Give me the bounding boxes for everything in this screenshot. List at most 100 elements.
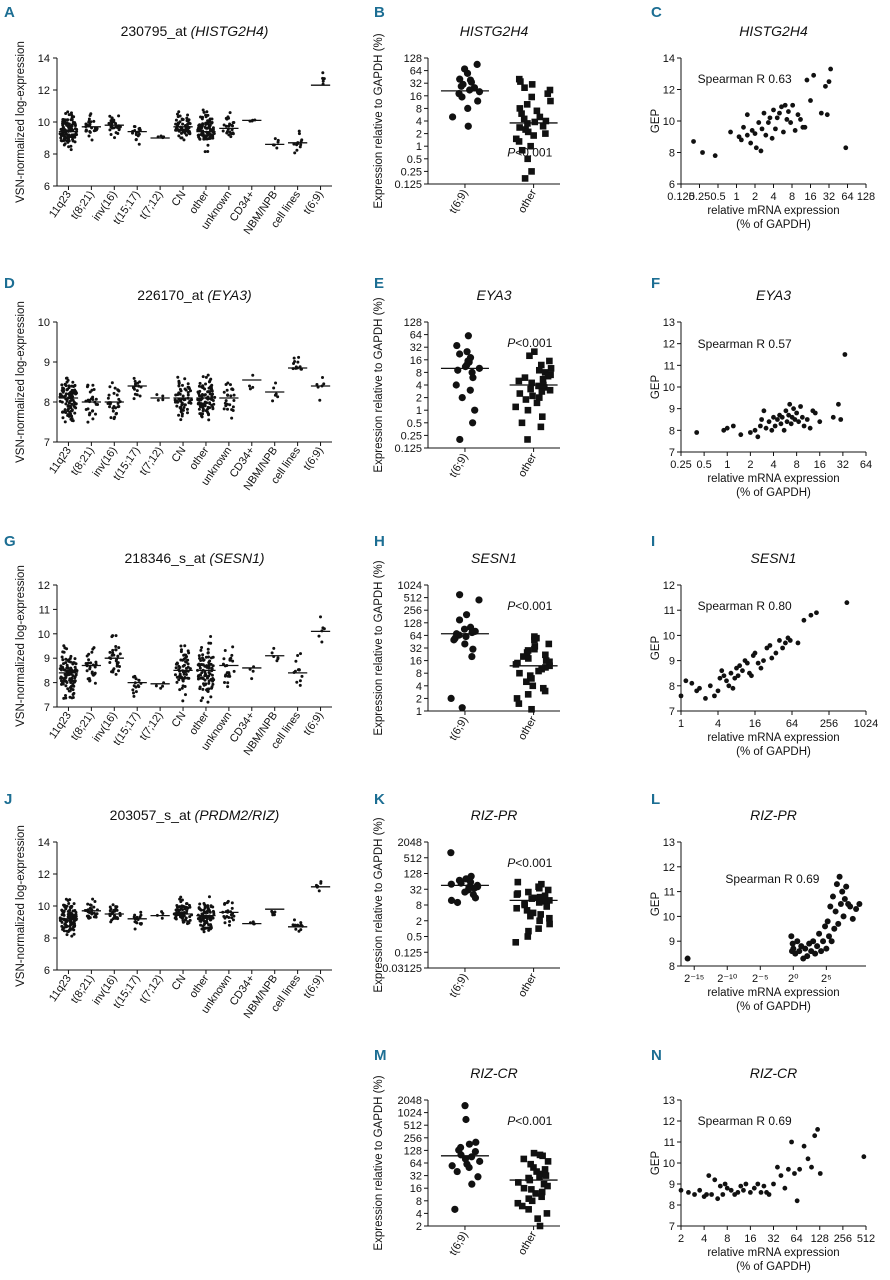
- data-point: [322, 382, 326, 386]
- data-point: [300, 138, 304, 142]
- data-point: [771, 1181, 776, 1187]
- data-point: [107, 393, 111, 397]
- data-point: [319, 615, 323, 619]
- data-point: [67, 393, 71, 397]
- data-point: [728, 1187, 734, 1193]
- data-point: [73, 388, 77, 392]
- data-point: [210, 673, 214, 677]
- data-point: [832, 908, 839, 915]
- data-point: [108, 909, 112, 913]
- data-point: [456, 350, 464, 358]
- data-point: [62, 139, 66, 143]
- data-point: [204, 137, 208, 141]
- y-tick-label: 8: [44, 397, 50, 409]
- data-point: [457, 82, 465, 90]
- data-point: [529, 392, 536, 400]
- data-point: [71, 688, 75, 692]
- data-point: [542, 130, 549, 137]
- data-point: [180, 686, 184, 690]
- data-point: [133, 913, 137, 917]
- data-point: [202, 908, 206, 912]
- data-point: [807, 425, 813, 431]
- data-point: [475, 88, 484, 96]
- category-label: t(6;9): [447, 715, 470, 743]
- data-point: [684, 955, 691, 962]
- data-point: [814, 943, 821, 950]
- data-point: [722, 1181, 728, 1187]
- chart-l: RIZ-PR 8 9 10 11 12 13 2⁻¹⁵ 2⁻¹⁰ 2⁻⁵ 2⁰ 2⁵ GEP relati…: [650, 807, 866, 1013]
- data-point: [73, 411, 77, 415]
- data-point: [207, 137, 211, 141]
- y-tick-label: 10: [38, 117, 50, 129]
- data-point: [106, 401, 110, 405]
- data-point: [292, 356, 296, 360]
- data-point: [531, 348, 538, 355]
- data-point: [182, 398, 186, 402]
- data-point: [180, 414, 184, 418]
- data-point: [87, 134, 91, 138]
- data-point: [201, 375, 205, 379]
- data-point: [111, 406, 115, 410]
- data-point: [528, 895, 536, 902]
- data-point: [772, 423, 778, 429]
- data-point: [538, 1188, 546, 1196]
- data-point: [91, 397, 95, 401]
- data-point: [296, 654, 300, 658]
- data-point: [91, 417, 95, 421]
- data-point: [200, 123, 204, 127]
- data-point: [208, 659, 212, 663]
- data-point: [775, 1164, 780, 1170]
- data-point: [94, 402, 98, 406]
- data-point: [92, 905, 96, 909]
- x-tick-label: 2⁻¹⁰: [717, 973, 738, 985]
- data-point: [137, 142, 141, 146]
- data-point: [70, 417, 74, 421]
- data-point: [174, 909, 178, 913]
- data-point: [786, 412, 792, 418]
- data-point: [134, 138, 138, 142]
- data-point: [117, 669, 121, 673]
- data-point: [197, 906, 201, 910]
- data-point: [175, 127, 179, 131]
- data-point: [829, 893, 836, 900]
- x-tick-label: 16: [814, 459, 826, 471]
- title-gene: (SESN1): [209, 550, 264, 566]
- data-point: [296, 923, 300, 927]
- data-point: [118, 652, 122, 656]
- data-point: [464, 104, 472, 112]
- data-point: [767, 643, 773, 648]
- data-point: [232, 121, 236, 125]
- y-tick-label: 11: [664, 887, 675, 899]
- data-point: [183, 644, 187, 648]
- data-point: [804, 77, 810, 83]
- data-point: [531, 118, 539, 126]
- data-point: [180, 898, 184, 902]
- data-point: [461, 363, 470, 371]
- data-point: [273, 137, 277, 141]
- data-point: [810, 938, 817, 945]
- p-symbol: P: [507, 336, 515, 350]
- data-point: [71, 380, 75, 384]
- chart-title: RIZ-CR: [750, 1065, 797, 1081]
- data-point: [94, 915, 98, 919]
- data-point: [67, 658, 71, 662]
- data-point: [184, 916, 188, 920]
- y-tick-label: 10: [663, 911, 675, 923]
- data-point: [187, 921, 191, 925]
- data-point: [197, 401, 201, 405]
- data-point: [536, 113, 544, 121]
- data-point: [738, 137, 744, 143]
- data-point: [293, 669, 297, 673]
- data-point: [514, 1179, 522, 1186]
- data-point: [179, 648, 183, 652]
- data-point: [525, 1206, 532, 1213]
- data-point: [781, 427, 787, 433]
- x-tick-label: 4: [701, 1233, 707, 1245]
- chart-a: 230795_at (HISTG2H4) 6 8 10 12 14 VSN-normaliz…: [15, 23, 332, 237]
- data-point: [212, 912, 216, 916]
- x-tick-label: 256: [820, 718, 838, 730]
- data-point: [295, 680, 299, 684]
- y-tick-label: 32: [410, 643, 422, 655]
